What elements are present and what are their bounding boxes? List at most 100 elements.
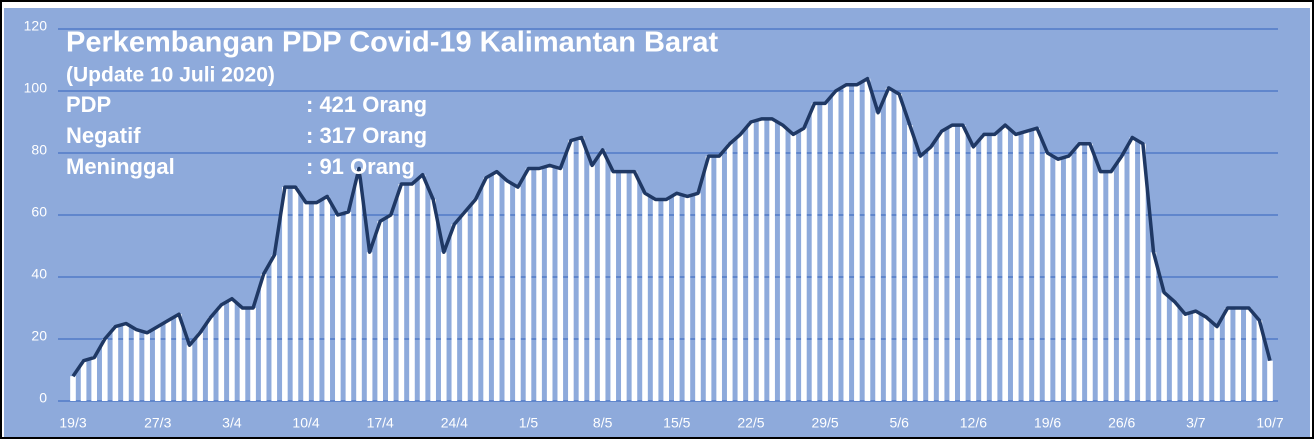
bar [356, 168, 362, 401]
bar [546, 165, 553, 401]
bar [991, 134, 998, 401]
bar [1235, 308, 1242, 401]
bar [854, 84, 860, 402]
bar [112, 326, 119, 401]
bar [80, 360, 87, 401]
x-tick-label: 5/6 [890, 415, 910, 431]
bar [1267, 360, 1273, 401]
bar [621, 171, 627, 401]
bar [303, 202, 309, 401]
bar [1161, 292, 1167, 401]
x-tick-label: 12/6 [960, 415, 987, 431]
bar [917, 156, 924, 401]
bar [1023, 131, 1030, 402]
annotation-label: Meninggal [66, 154, 175, 179]
x-tick-label: 29/5 [811, 415, 838, 431]
bar [928, 146, 934, 401]
bar [631, 171, 638, 401]
y-tick-label: 20 [31, 328, 47, 344]
bar [599, 149, 606, 401]
bar [726, 143, 733, 401]
bar [1002, 125, 1008, 401]
x-tick-label: 1/5 [519, 415, 539, 431]
bar [387, 215, 394, 401]
bar [949, 125, 956, 401]
bar [218, 304, 225, 401]
bar [197, 332, 203, 401]
x-tick-label: 26/6 [1108, 415, 1135, 431]
bar [737, 134, 744, 401]
bar [1246, 308, 1252, 401]
bar [1055, 159, 1061, 401]
bar [769, 118, 775, 402]
bar [695, 193, 701, 401]
bar [430, 199, 436, 401]
bar [1140, 143, 1146, 401]
bar [536, 168, 542, 401]
bar [186, 345, 193, 401]
bar [1203, 317, 1210, 401]
bar [843, 84, 850, 402]
bar [165, 320, 172, 401]
bar [960, 125, 966, 401]
bar [282, 187, 288, 401]
annotation-label: Negatif [66, 123, 141, 148]
bar [790, 134, 797, 401]
bar [260, 273, 267, 401]
bar [1097, 171, 1104, 401]
bar [462, 211, 468, 401]
bar [292, 187, 299, 401]
bar [907, 125, 913, 401]
bar [133, 329, 140, 401]
bar [970, 146, 977, 401]
bar [250, 308, 256, 401]
x-tick-label: 24/4 [441, 415, 468, 431]
y-tick-label: 120 [24, 18, 48, 34]
bar [366, 252, 373, 401]
bar [207, 317, 214, 401]
bar [652, 199, 659, 401]
bar [684, 196, 691, 401]
bar [885, 87, 892, 402]
x-tick-label: 15/5 [663, 415, 690, 431]
bar [1034, 128, 1040, 401]
y-tick-label: 60 [31, 204, 47, 220]
bar [832, 91, 839, 401]
bar [568, 140, 574, 401]
bar [1108, 171, 1114, 401]
bar [515, 187, 521, 401]
bar [398, 184, 405, 401]
bar [91, 357, 97, 401]
bar [1012, 134, 1019, 401]
bar [610, 171, 617, 401]
bar [1087, 143, 1093, 401]
bar [1193, 311, 1199, 401]
bar [875, 112, 881, 401]
bar [229, 298, 235, 401]
bar [345, 211, 352, 401]
bar [144, 332, 150, 401]
bar [419, 174, 426, 401]
bar [451, 224, 458, 401]
bar [504, 180, 511, 401]
bar [239, 308, 246, 401]
bar [1129, 137, 1136, 401]
bar [123, 323, 129, 401]
x-tick-label: 8/5 [593, 415, 613, 431]
x-tick-label: 19/3 [59, 415, 86, 431]
x-tick-label: 10/7 [1256, 415, 1283, 431]
x-tick-label: 27/3 [144, 415, 171, 431]
bar [101, 339, 108, 401]
bar [525, 168, 532, 401]
bar [779, 125, 786, 401]
bar [716, 156, 722, 401]
bar [154, 326, 161, 401]
bar [705, 156, 712, 401]
bar [981, 134, 987, 401]
annotation-value: : 421 Orang [306, 92, 427, 117]
bar [811, 103, 818, 402]
bar [589, 165, 595, 401]
bar [472, 199, 479, 401]
